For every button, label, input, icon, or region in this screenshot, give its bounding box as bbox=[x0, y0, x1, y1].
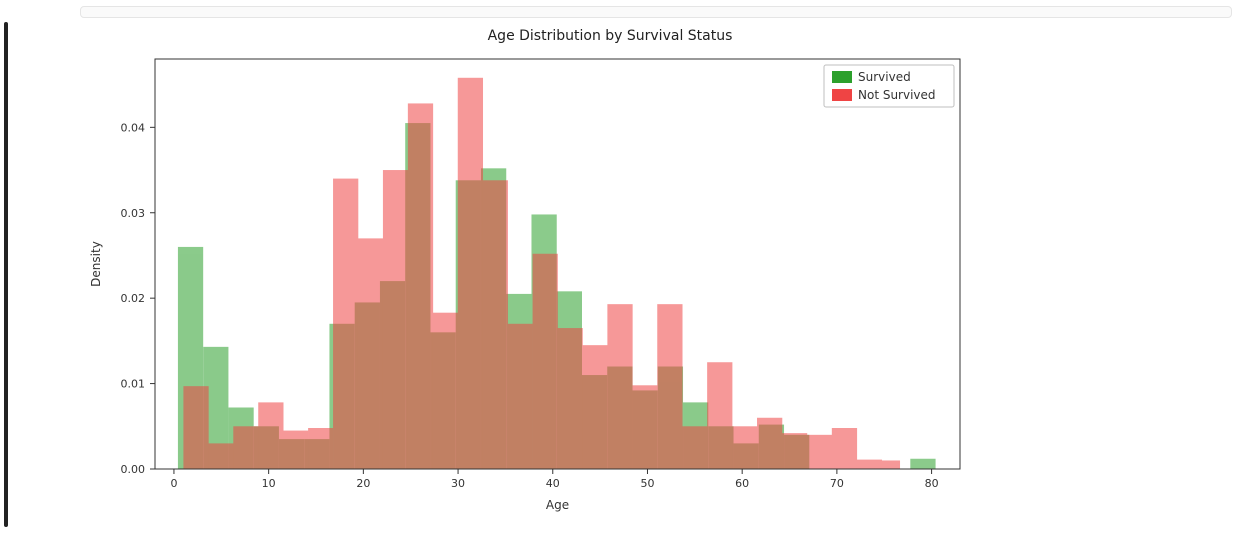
x-tick-label: 20 bbox=[356, 477, 370, 490]
bar bbox=[358, 238, 383, 469]
chart-container: Age Distribution by Survival Status 0102… bbox=[60, 24, 1160, 524]
bar bbox=[308, 428, 333, 469]
bar bbox=[910, 459, 935, 469]
bar bbox=[607, 304, 632, 469]
y-tick-label: 0.00 bbox=[121, 463, 146, 476]
bar bbox=[707, 362, 732, 469]
x-tick-label: 30 bbox=[451, 477, 465, 490]
legend-swatch bbox=[832, 71, 852, 83]
page-root: Age Distribution by Survival Status 0102… bbox=[0, 0, 1240, 541]
bar bbox=[632, 385, 657, 469]
bar bbox=[682, 426, 707, 469]
histogram-chart: 0 10 20 30 40 50 60 70 80 Age 0.00 0.01 0.02 0.03 0.04… bbox=[60, 24, 1160, 524]
bar bbox=[508, 324, 533, 469]
notebook-cell-marker bbox=[4, 22, 8, 527]
y-tick-label: 0.03 bbox=[121, 207, 146, 220]
bar bbox=[757, 418, 782, 469]
x-tick-label: 50 bbox=[640, 477, 654, 490]
bar bbox=[183, 386, 208, 469]
bar bbox=[558, 328, 583, 469]
bar bbox=[582, 345, 607, 469]
legend: Survived Not Survived bbox=[824, 65, 954, 107]
bar bbox=[383, 170, 408, 469]
bar bbox=[782, 433, 807, 469]
bar bbox=[807, 435, 832, 469]
bar bbox=[732, 426, 757, 469]
bar bbox=[208, 443, 233, 469]
bar bbox=[433, 313, 458, 469]
x-axis-label: Age bbox=[546, 498, 569, 512]
x-axis: 0 10 20 30 40 50 60 70 80 bbox=[170, 469, 938, 490]
legend-label: Survived bbox=[858, 70, 911, 84]
bar bbox=[333, 179, 358, 469]
x-tick-label: 10 bbox=[262, 477, 276, 490]
y-tick-label: 0.01 bbox=[121, 378, 146, 391]
bar bbox=[283, 431, 308, 469]
x-tick-label: 70 bbox=[830, 477, 844, 490]
notebook-output-bar bbox=[80, 6, 1232, 18]
x-tick-label: 60 bbox=[735, 477, 749, 490]
bar bbox=[408, 103, 433, 469]
x-tick-label: 80 bbox=[925, 477, 939, 490]
bar bbox=[832, 428, 857, 469]
bar bbox=[533, 254, 558, 469]
bar bbox=[258, 402, 283, 469]
bar bbox=[233, 426, 258, 469]
y-axis: 0.00 0.01 0.02 0.03 0.04 bbox=[121, 121, 156, 476]
bar bbox=[875, 460, 900, 469]
y-tick-label: 0.02 bbox=[121, 292, 146, 305]
x-tick-label: 40 bbox=[546, 477, 560, 490]
y-tick-label: 0.04 bbox=[121, 121, 146, 134]
y-axis-label: Density bbox=[89, 241, 103, 287]
bar bbox=[657, 304, 682, 469]
bar bbox=[458, 78, 483, 469]
x-tick-label: 0 bbox=[170, 477, 177, 490]
legend-swatch bbox=[832, 89, 852, 101]
bar bbox=[483, 180, 508, 469]
legend-label: Not Survived bbox=[858, 88, 936, 102]
